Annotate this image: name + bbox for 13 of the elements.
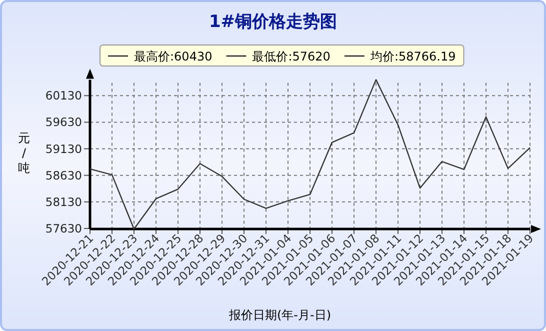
y-tick-label: 60130 — [45, 88, 82, 103]
y-tick-label: 59630 — [45, 115, 82, 130]
x-axis-title: 报价日期(年-月-日) — [228, 308, 332, 322]
y-tick-label: 58130 — [45, 194, 82, 209]
text: 最高价:60430 — [134, 50, 212, 64]
text: 最低价:57620 — [252, 50, 330, 64]
line-series — [89, 79, 531, 230]
y-tick-label: 59130 — [45, 142, 82, 156]
chart-title: 1#铜价格走势图 — [208, 12, 338, 32]
y-tick-label: 57630 — [45, 221, 82, 236]
y-tick-label: 58630 — [45, 168, 82, 182]
text: 均价:58766.19 — [369, 50, 456, 64]
y-axis-title: 元/吨 — [18, 131, 30, 175]
